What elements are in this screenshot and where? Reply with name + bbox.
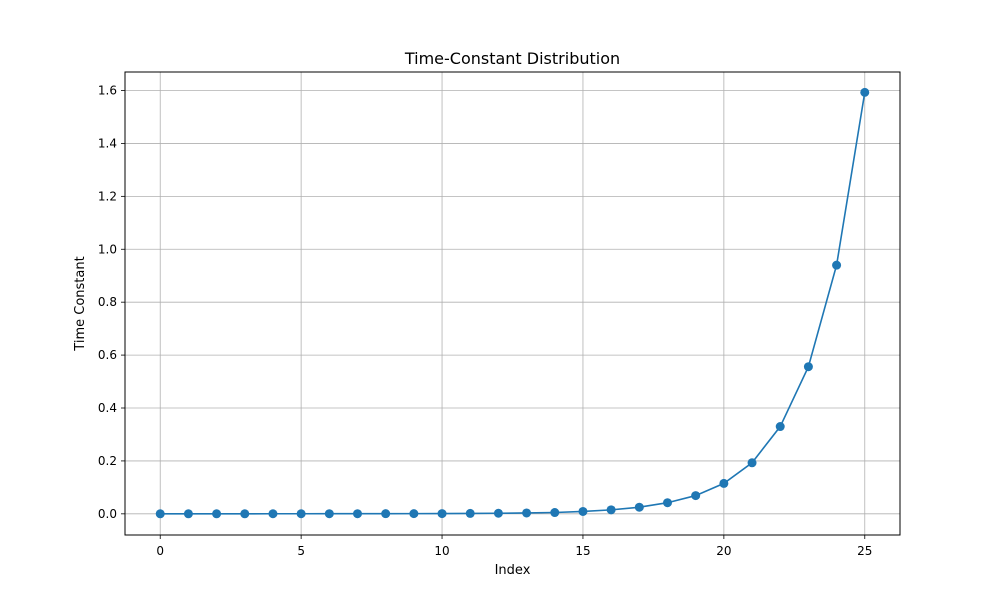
data-point <box>719 478 729 488</box>
data-point <box>832 260 842 270</box>
y-tick-label: 0.8 <box>98 295 117 309</box>
data-point <box>437 509 447 519</box>
data-point <box>155 509 165 519</box>
data-point <box>775 422 785 432</box>
y-tick-label: 0.4 <box>98 401 117 415</box>
y-tick-label: 1.0 <box>98 242 117 256</box>
y-axis-label: Time Constant <box>73 256 88 351</box>
data-point <box>522 508 532 518</box>
plot-frame <box>124 71 901 536</box>
data-point <box>691 491 701 501</box>
y-tick-label: 1.2 <box>98 189 117 203</box>
data-point <box>409 509 419 519</box>
x-tick-label: 0 <box>156 544 164 558</box>
data-point <box>324 509 334 519</box>
data-point <box>296 509 306 519</box>
x-axis-label: Index <box>495 563 531 578</box>
data-point <box>240 509 250 519</box>
x-tick-label: 20 <box>716 544 731 558</box>
data-point <box>578 506 588 516</box>
x-tick-label: 25 <box>857 544 872 558</box>
y-tick-label: 0.0 <box>98 507 117 521</box>
data-point <box>747 458 757 468</box>
series-line-group <box>155 87 870 519</box>
data-point <box>353 509 362 519</box>
grid-lines <box>125 72 900 535</box>
x-tick-label: 10 <box>434 544 449 558</box>
series-line <box>160 92 866 515</box>
y-tick-label: 0.6 <box>98 348 117 362</box>
x-tick-label: 15 <box>575 544 590 558</box>
data-point <box>663 498 672 508</box>
data-point <box>634 502 644 512</box>
data-point <box>381 509 391 519</box>
y-tick-label: 0.2 <box>98 454 117 468</box>
data-point <box>465 508 475 518</box>
y-tick-label: 1.4 <box>98 136 117 150</box>
data-point <box>268 509 278 519</box>
data-point <box>860 87 870 97</box>
data-point <box>550 508 560 518</box>
axis-ticks: 0 5 10 15 20 25 0.0 0.2 0.4 0.6 0.8 1.0 1.2 1.4 1.6 <box>98 84 873 558</box>
data-point <box>606 505 616 515</box>
x-tick-label: 5 <box>297 544 305 558</box>
chart-title: Time-Constant Distribution <box>404 49 620 68</box>
data-point <box>493 508 503 518</box>
y-tick-label: 1.6 <box>98 84 117 98</box>
data-point <box>803 362 813 372</box>
data-point <box>212 509 222 519</box>
data-point <box>183 509 193 519</box>
